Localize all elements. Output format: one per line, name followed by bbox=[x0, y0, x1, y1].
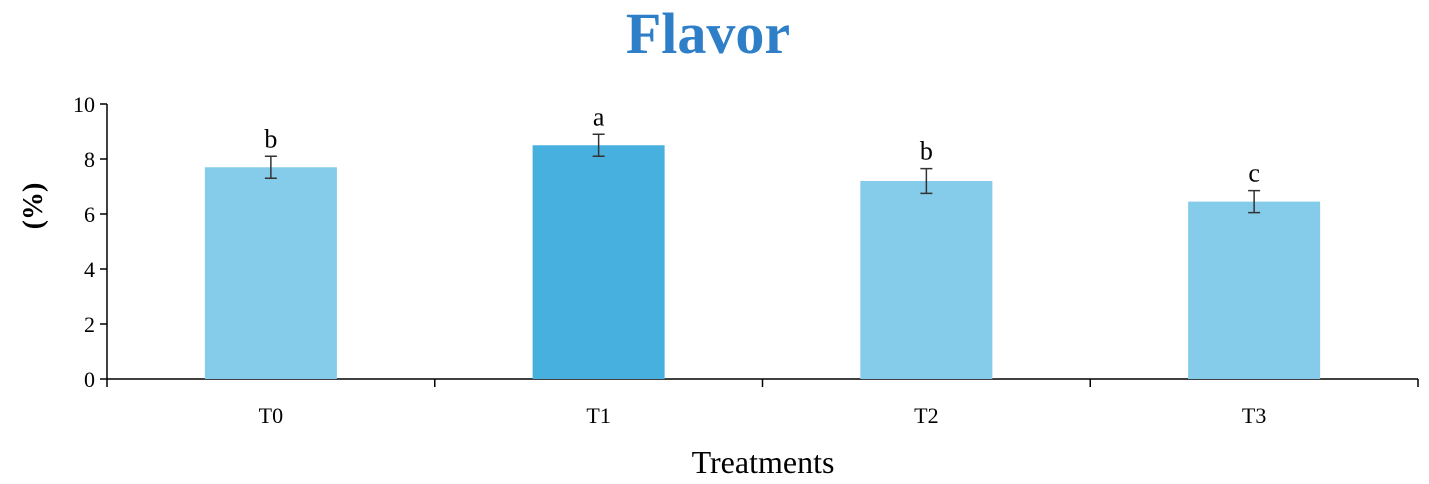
y-tick-label: 6 bbox=[84, 202, 95, 227]
significance-label: a bbox=[593, 102, 605, 131]
significance-label: c bbox=[1248, 159, 1260, 188]
bars bbox=[204, 145, 1321, 379]
significance-label: b bbox=[264, 124, 277, 153]
x-tick-label: T1 bbox=[586, 403, 610, 428]
x-tick-label: T0 bbox=[259, 403, 283, 428]
y-tick-label: 8 bbox=[84, 147, 95, 172]
error-bars bbox=[264, 133, 1261, 214]
bar-t1 bbox=[532, 145, 665, 379]
chart-title: Flavor bbox=[625, 1, 791, 66]
y-tick-label: 4 bbox=[84, 257, 95, 282]
y-tick-label: 10 bbox=[73, 92, 95, 117]
x-tick-label: T2 bbox=[914, 403, 938, 428]
significance-label: b bbox=[920, 137, 933, 166]
y-axis-label: (%) bbox=[18, 183, 49, 230]
y-tick-label: 2 bbox=[84, 312, 95, 337]
bar-t2 bbox=[860, 181, 993, 379]
bar-t0 bbox=[204, 167, 337, 379]
x-axis-label: Treatments bbox=[692, 444, 835, 480]
x-tick-label: T3 bbox=[1242, 403, 1266, 428]
y-tick-label: 0 bbox=[84, 367, 95, 392]
labels: 0 2 4 6 8 10 b T0 a T1 b T2 c T3 bbox=[73, 92, 1266, 428]
bar-t3 bbox=[1188, 201, 1321, 379]
